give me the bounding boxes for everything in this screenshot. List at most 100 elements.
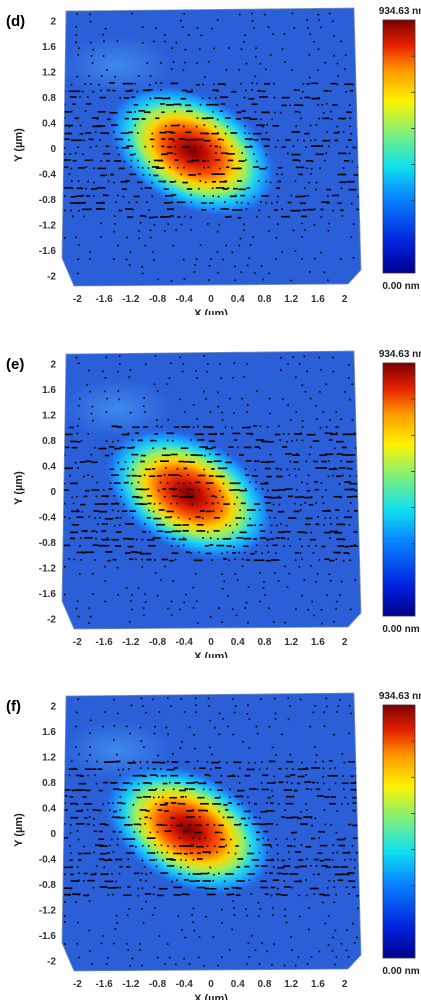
x-tick-label: 2 [342, 979, 348, 990]
heatmap-svg: -2 -1.6 -1.2 -0.8 -0.4 0 0.4 0.8 1.2 1.6 2 2 1.6 1.2 0… [6, 691, 421, 1000]
x-tick-label: 2 [342, 637, 348, 648]
panel-label: (f) [6, 698, 21, 715]
x-tick-label: 0.8 [258, 979, 272, 990]
x-tick-label: 1.2 [284, 979, 298, 990]
y-tick-label: 2 [50, 360, 56, 371]
colorbar-max-label: 934.63 nm [379, 349, 421, 360]
x-tick-label: -1.2 [122, 637, 140, 648]
x-tick-label: 1.6 [311, 979, 325, 990]
heatmap-halo [62, 378, 173, 439]
axis-tick-labels: -2 -1.6 -1.2 -0.8 -0.4 0 0.4 0.8 1.2 1.6 2 2 1.6 1.2 0… [39, 702, 348, 990]
x-tick-label: 2 [342, 294, 348, 305]
y-tick-label: 1.6 [42, 42, 56, 53]
y-tick-label: -1.6 [39, 931, 57, 942]
heatmap-peak-region [103, 427, 275, 561]
y-tick-label: -2 [47, 957, 56, 968]
x-tick-label: 0.8 [258, 294, 272, 305]
y-tick-label: 1.6 [42, 727, 56, 738]
y-tick-label: 0.4 [42, 804, 56, 815]
panel-label: (d) [6, 13, 25, 30]
plot-border [61, 692, 362, 972]
colorbar-max-label: 934.63 nm [379, 6, 421, 17]
x-tick-label: 0.4 [231, 637, 245, 648]
y-tick-label: 0.8 [42, 93, 56, 104]
colorbar-max-label: 934.63 nm [379, 691, 421, 702]
colorbar-min-label: 0.00 nm [382, 281, 419, 292]
x-tick-label: -0.4 [176, 979, 194, 990]
y-tick-label: -0.8 [39, 880, 57, 891]
sample-point-markers [64, 697, 361, 967]
axis-tick-labels: -2 -1.6 -1.2 -0.8 -0.4 0 0.4 0.8 1.2 1.6 2 2 1.6 1.2 0… [39, 17, 348, 305]
x-tick-label: 0 [208, 637, 214, 648]
y-tick-label: 0.4 [42, 462, 56, 473]
sample-point-markers [64, 355, 361, 625]
x-tick-label: -1.6 [95, 637, 113, 648]
y-tick-label: -1.6 [39, 589, 57, 600]
y-tick-label: 0.4 [42, 119, 56, 130]
x-tick-label: 0.4 [231, 979, 245, 990]
x-tick-label: -1.6 [95, 294, 113, 305]
x-tick-label: -1.2 [122, 294, 140, 305]
y-tick-label: 0 [50, 144, 56, 155]
panel-label: (e) [6, 356, 24, 373]
y-tick-label: -0.4 [39, 513, 57, 524]
colorbar [382, 19, 416, 274]
y-tick-label: -0.8 [39, 538, 57, 549]
y-tick-label: -0.4 [39, 170, 57, 181]
x-tick-label: 0 [208, 979, 214, 990]
y-tick-label: 2 [50, 702, 56, 713]
x-tick-label: 0 [208, 294, 214, 305]
heatmap-peak-region [106, 84, 278, 218]
x-tick-label: -2 [73, 294, 82, 305]
y-tick-label: -1.2 [39, 221, 57, 232]
y-tick-label: -2 [47, 615, 56, 626]
y-tick-label: 1.6 [42, 385, 56, 396]
x-tick-label: -0.4 [176, 294, 194, 305]
y-axis-label: Y (µm) [13, 128, 25, 162]
y-tick-label: 1.2 [42, 411, 56, 422]
y-axis-label: Y (µm) [13, 813, 25, 847]
colorbar [382, 362, 416, 617]
x-tick-label: 1.6 [311, 637, 325, 648]
x-tick-label: 1.6 [311, 294, 325, 305]
heatmap-halo [62, 35, 173, 96]
x-tick-label: 1.2 [284, 294, 298, 305]
colorbar [382, 704, 416, 959]
y-axis-label: Y (µm) [13, 471, 25, 505]
heatmap-panel-0: -2 -1.6 -1.2 -0.8 -0.4 0 0.4 0.8 1.2 1.6 2 2 1.6 1.2 0… [0, 0, 421, 315]
plot-border [61, 350, 362, 630]
y-tick-label: -1.2 [39, 564, 57, 575]
x-tick-label: -0.8 [149, 979, 167, 990]
colorbar-min-label: 0.00 nm [382, 966, 419, 977]
x-tick-label: -2 [73, 979, 82, 990]
x-tick-label: 0.8 [258, 637, 272, 648]
x-axis-label: X (µm) [194, 308, 228, 315]
x-axis-label: X (µm) [194, 651, 228, 658]
y-tick-label: -1.2 [39, 906, 57, 917]
heatmap-panel-1: -2 -1.6 -1.2 -0.8 -0.4 0 0.4 0.8 1.2 1.6 2 2 1.6 1.2 0… [0, 343, 421, 658]
y-tick-label: 2 [50, 17, 56, 28]
y-tick-label: -0.8 [39, 195, 57, 206]
y-tick-label: 0.8 [42, 436, 56, 447]
x-tick-label: -0.8 [149, 294, 167, 305]
x-tick-label: -1.2 [122, 979, 140, 990]
heatmap-panel-2: -2 -1.6 -1.2 -0.8 -0.4 0 0.4 0.8 1.2 1.6 2 2 1.6 1.2 0… [0, 685, 421, 1000]
y-tick-label: 1.2 [42, 753, 56, 764]
y-tick-label: -1.6 [39, 246, 57, 257]
x-tick-label: -2 [73, 637, 82, 648]
y-tick-label: 1.2 [42, 68, 56, 79]
colorbar-min-label: 0.00 nm [382, 624, 419, 635]
axis-tick-labels: -2 -1.6 -1.2 -0.8 -0.4 0 0.4 0.8 1.2 1.6 2 2 1.6 1.2 0… [39, 360, 348, 648]
x-axis-label: X (µm) [194, 993, 228, 1000]
y-tick-label: 0 [50, 487, 56, 498]
y-tick-label: -0.4 [39, 855, 57, 866]
x-tick-label: 0.4 [231, 294, 245, 305]
x-tick-label: 1.2 [284, 637, 298, 648]
sample-point-markers [64, 12, 361, 282]
x-tick-label: -1.6 [95, 979, 113, 990]
y-tick-label: 0.8 [42, 778, 56, 789]
plot-border [61, 7, 362, 287]
y-tick-label: -2 [47, 272, 56, 283]
y-tick-label: 0 [50, 829, 56, 840]
x-tick-label: -0.8 [149, 637, 167, 648]
